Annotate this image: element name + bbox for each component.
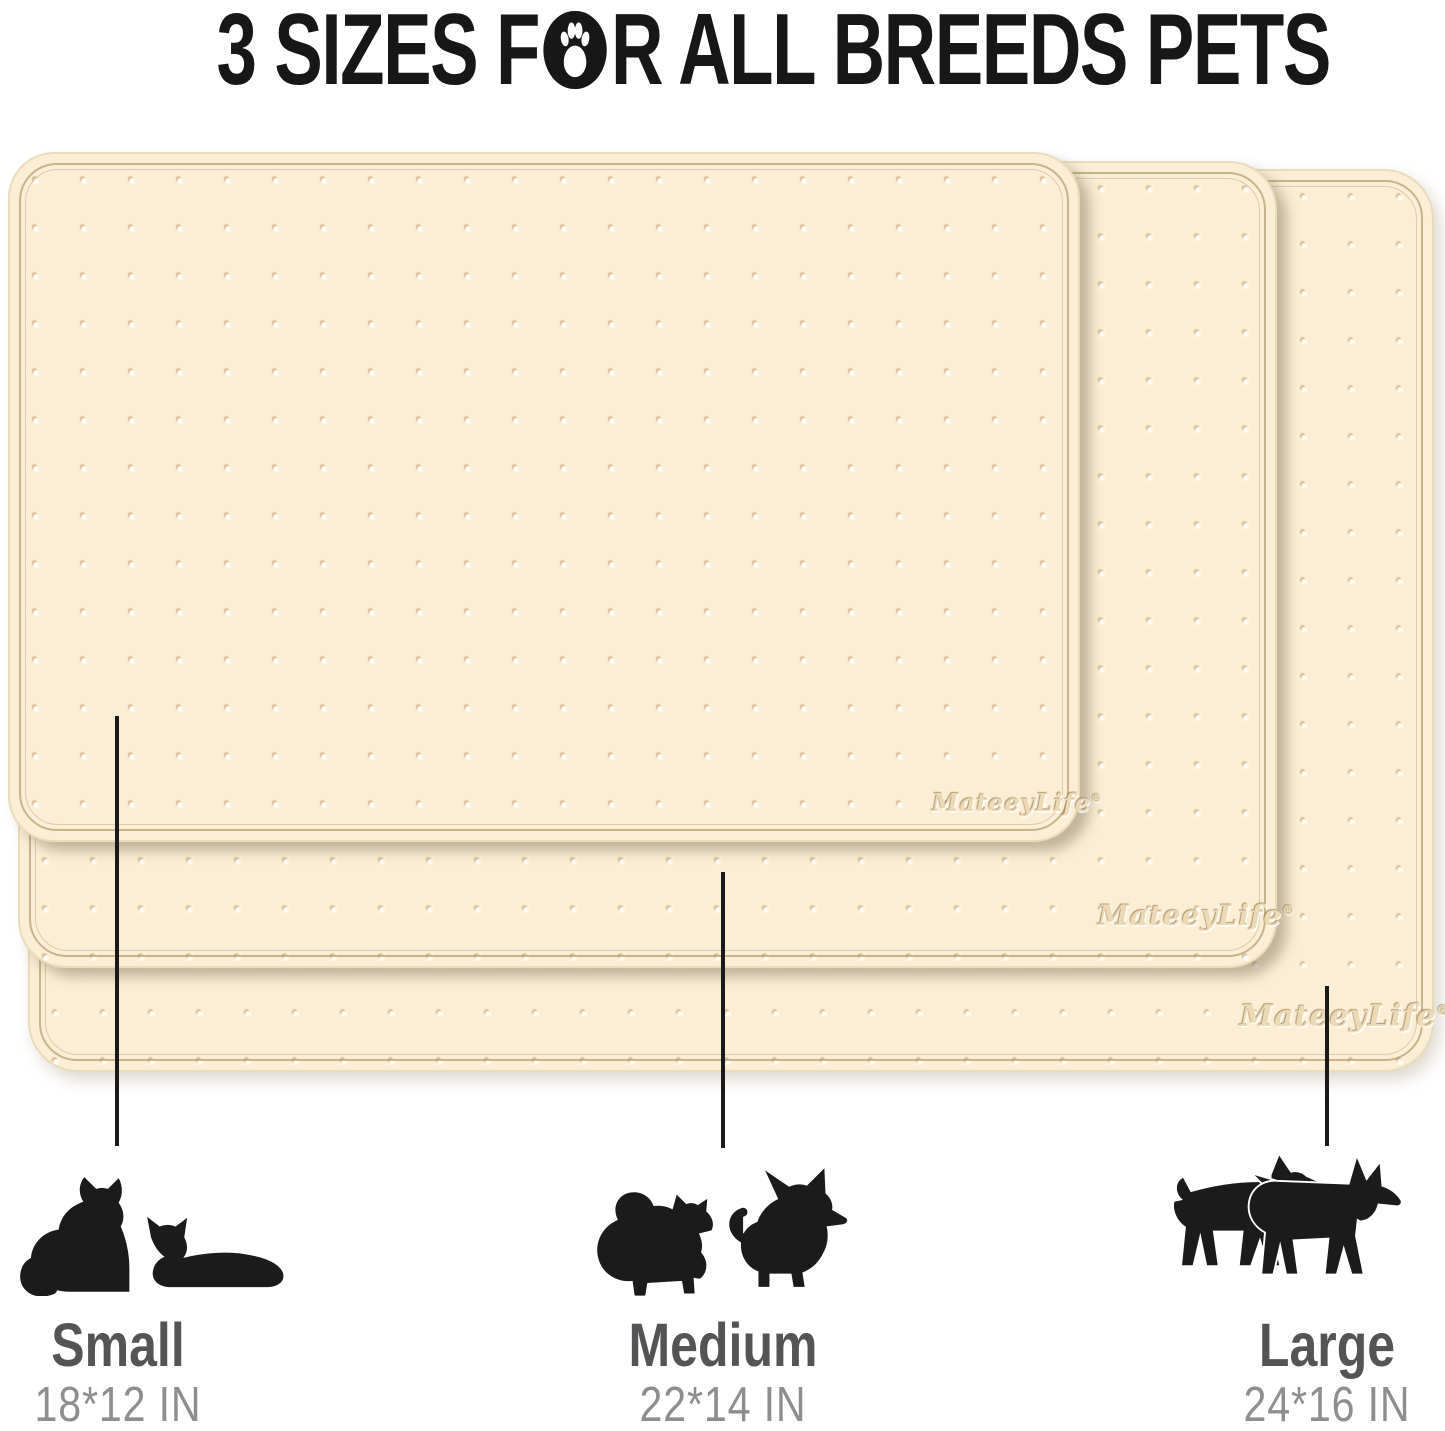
title-text-right: R ALL BREEDS PETS: [610, 0, 1331, 106]
callout-line-large: [1325, 986, 1329, 1146]
paw-icon: [543, 11, 607, 89]
size-label-medium: Medium: [628, 1311, 818, 1379]
registered-mark: ®: [1437, 1003, 1445, 1019]
chihuahua-dog-icon: [729, 1166, 850, 1290]
size-label-large: Large: [1258, 1311, 1396, 1379]
size-dimensions-large: 24*16 IN: [1243, 1378, 1411, 1431]
title-text-left: 3 SIZES F: [216, 0, 541, 106]
mat-rim-line: [25, 169, 1063, 825]
brand-name: MateeyLife: [1240, 999, 1437, 1034]
brand-logo-medium-mat: MateeyLife®: [1098, 899, 1296, 932]
doberman-dog-icon: [1247, 1156, 1403, 1276]
page-title: 3 SIZES F R ALL BREEDS PETS: [0, 0, 1445, 106]
pomeranian-dog-icon: [597, 1192, 713, 1296]
title-row: 3 SIZES F R ALL BREEDS PETS: [217, 0, 1332, 106]
pet-mat-small: [8, 152, 1080, 842]
callout-line-small: [115, 716, 119, 1146]
size-dimensions-small: 18*12 IN: [34, 1378, 202, 1431]
registered-mark: ®: [1091, 792, 1104, 805]
mat-rim-line: [19, 163, 1069, 831]
callout-line-medium: [721, 872, 725, 1148]
brand-name: MateeyLife: [1098, 899, 1283, 932]
cat-lying-icon: [147, 1216, 284, 1288]
size-group-medium: Medium 22*14 IN: [553, 1311, 893, 1431]
size-group-small: Small 18*12 IN: [0, 1311, 288, 1431]
size-dimensions-medium: 22*14 IN: [639, 1378, 807, 1431]
brand-logo-small-mat: MateeyLife®: [932, 788, 1103, 817]
brand-name: MateeyLife: [932, 788, 1092, 817]
size-group-large: Large 24*16 IN: [1157, 1311, 1445, 1431]
size-label-small: Small: [51, 1311, 185, 1379]
brand-logo-large-mat: MateeyLife®: [1240, 999, 1445, 1034]
cat-sitting-icon: [20, 1177, 130, 1296]
registered-mark: ®: [1282, 902, 1296, 918]
